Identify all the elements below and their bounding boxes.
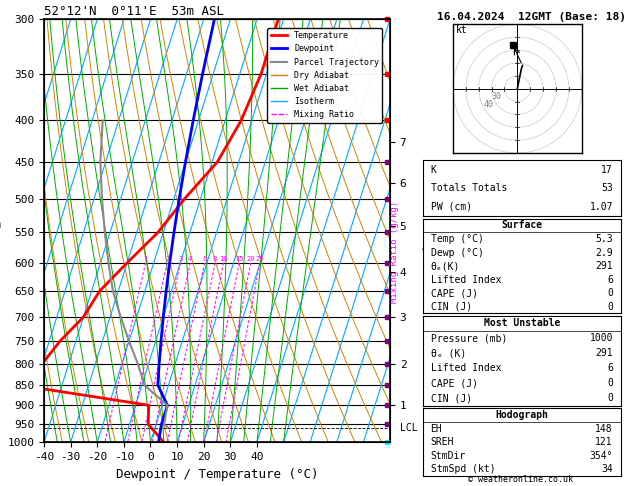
Text: θₑ(K): θₑ(K) (431, 261, 460, 271)
Text: Dewp (°C): Dewp (°C) (431, 247, 484, 258)
Text: Lifted Index: Lifted Index (431, 364, 501, 373)
Text: 16.04.2024  12GMT (Base: 18): 16.04.2024 12GMT (Base: 18) (437, 12, 626, 22)
Text: Temp (°C): Temp (°C) (431, 234, 484, 244)
Text: Most Unstable: Most Unstable (484, 318, 560, 329)
Text: θₑ (K): θₑ (K) (431, 348, 466, 358)
Text: PW (cm): PW (cm) (431, 202, 472, 212)
Text: 2: 2 (165, 256, 169, 261)
Legend: Temperature, Dewpoint, Parcel Trajectory, Dry Adiabat, Wet Adiabat, Isotherm, Mi: Temperature, Dewpoint, Parcel Trajectory… (267, 28, 382, 122)
Text: 8: 8 (213, 256, 217, 261)
Text: Lifted Index: Lifted Index (431, 275, 501, 285)
Text: kt: kt (455, 25, 467, 35)
Text: 291: 291 (595, 261, 613, 271)
Text: CAPE (J): CAPE (J) (431, 288, 477, 298)
Text: 3: 3 (179, 256, 182, 261)
Text: CAPE (J): CAPE (J) (431, 378, 477, 388)
Y-axis label: hPa: hPa (0, 218, 2, 231)
Text: 0: 0 (607, 378, 613, 388)
Text: 34: 34 (601, 465, 613, 474)
Text: Pressure (mb): Pressure (mb) (431, 333, 507, 344)
Text: 6: 6 (203, 256, 207, 261)
Text: 6: 6 (607, 364, 613, 373)
Text: 121: 121 (595, 437, 613, 447)
Text: StmDir: StmDir (431, 451, 466, 461)
Text: 1: 1 (143, 256, 148, 261)
Text: 291: 291 (595, 348, 613, 358)
Text: CIN (J): CIN (J) (431, 302, 472, 312)
Text: 0: 0 (607, 288, 613, 298)
Text: 1.07: 1.07 (589, 202, 613, 212)
Text: 6: 6 (607, 275, 613, 285)
X-axis label: Dewpoint / Temperature (°C): Dewpoint / Temperature (°C) (116, 468, 318, 481)
Text: Surface: Surface (501, 221, 542, 230)
Text: 0: 0 (607, 393, 613, 403)
Text: 20: 20 (247, 256, 255, 261)
Text: 30: 30 (492, 92, 501, 101)
Text: 52°12'N  0°11'E  53m ASL: 52°12'N 0°11'E 53m ASL (44, 5, 224, 18)
Text: 2.9: 2.9 (595, 247, 613, 258)
Y-axis label: km
ASL: km ASL (421, 231, 442, 252)
Text: 10: 10 (220, 256, 228, 261)
Text: Totals Totals: Totals Totals (431, 183, 507, 193)
Text: 25: 25 (255, 256, 264, 261)
Text: 0: 0 (607, 302, 613, 312)
Text: 148: 148 (595, 424, 613, 434)
Text: 15: 15 (235, 256, 243, 261)
Text: StmSpd (kt): StmSpd (kt) (431, 465, 495, 474)
Text: 354°: 354° (589, 451, 613, 461)
Text: EH: EH (431, 424, 442, 434)
Text: 53: 53 (601, 183, 613, 193)
Text: SREH: SREH (431, 437, 454, 447)
Text: 5.3: 5.3 (595, 234, 613, 244)
Text: 4: 4 (188, 256, 192, 261)
Text: 17: 17 (601, 165, 613, 174)
Text: LCL: LCL (401, 423, 418, 433)
Text: Mixing Ratio (g/kg): Mixing Ratio (g/kg) (390, 201, 399, 303)
Text: CIN (J): CIN (J) (431, 393, 472, 403)
Text: Hodograph: Hodograph (495, 410, 548, 420)
Text: K: K (431, 165, 437, 174)
Text: 1000: 1000 (589, 333, 613, 344)
Text: 40: 40 (484, 100, 494, 109)
Text: © weatheronline.co.uk: © weatheronline.co.uk (469, 474, 573, 484)
